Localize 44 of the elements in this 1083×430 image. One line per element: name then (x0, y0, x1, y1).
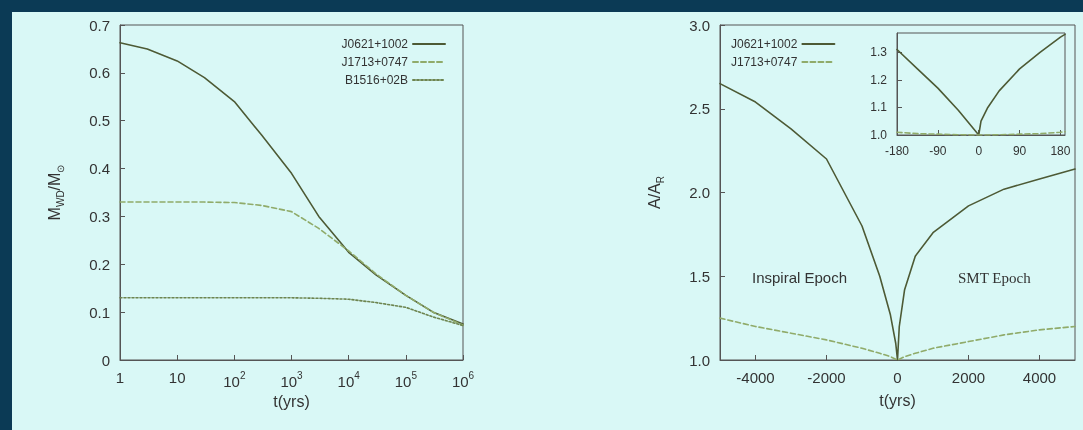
x-tick-label: 90 (1012, 144, 1027, 158)
legend-label: J0621+1002 (341, 37, 409, 51)
legend-label: B1516+02B (344, 73, 408, 87)
x-tick-label: 10 (168, 369, 186, 386)
y-axis-title: MWD/M⊙ (45, 164, 66, 221)
x-tick-label: 4000 (1022, 369, 1057, 386)
x-tick-label: -4000 (736, 369, 775, 386)
y-tick-label: 2.0 (689, 184, 710, 201)
x-tick-label: -2000 (807, 369, 846, 386)
x-tick-label: 180 (1050, 144, 1071, 158)
y-tick-label: 1.1 (870, 100, 888, 115)
x-axis-title: t(yrs) (879, 391, 916, 409)
annotation: Inspiral Epoch (752, 269, 848, 286)
x-axis-title: t(yrs) (273, 392, 310, 410)
y-tick-label: 0 (101, 351, 110, 369)
y-tick-label: 0.2 (89, 255, 110, 273)
line-series (119, 201, 464, 326)
y-axis-title: A/AR (645, 175, 666, 210)
y-tick-label: 0.3 (89, 207, 110, 225)
x-tick-label: 1 (115, 369, 125, 386)
y-tick-label: 1.5 (689, 267, 710, 285)
x-tick-label: -180 (884, 144, 910, 158)
y-tick-label: 0.4 (89, 160, 110, 178)
y-tick-label: 1.0 (870, 128, 888, 142)
legend-label: J0621+1002 (730, 37, 798, 51)
y-tick-label: 1.2 (870, 72, 888, 87)
y-tick-label: 2.5 (689, 100, 710, 118)
y-tick-label: 0.1 (89, 303, 110, 321)
x-tick-label: 2000 (951, 369, 986, 386)
line-series (119, 41, 464, 325)
y-tick-label: 0.6 (89, 64, 110, 82)
line-series (119, 296, 464, 327)
y-tick-label: 0.7 (89, 16, 110, 34)
x-tick-label: 0 (893, 369, 902, 386)
x-tick-label: -90 (929, 144, 947, 158)
y-tick-label: 0.5 (89, 112, 110, 130)
x-tick-label: 0 (975, 144, 983, 158)
legend-label: J1713+0747 (341, 55, 409, 69)
legend-label: J1713+0747 (730, 55, 798, 69)
y-tick-label: 1.3 (870, 45, 888, 60)
line-series (896, 33, 1066, 136)
y-tick-label: 3.0 (689, 16, 710, 34)
annotation: SMT Epoch (958, 269, 1032, 286)
y-tick-label: 1.0 (689, 351, 710, 369)
